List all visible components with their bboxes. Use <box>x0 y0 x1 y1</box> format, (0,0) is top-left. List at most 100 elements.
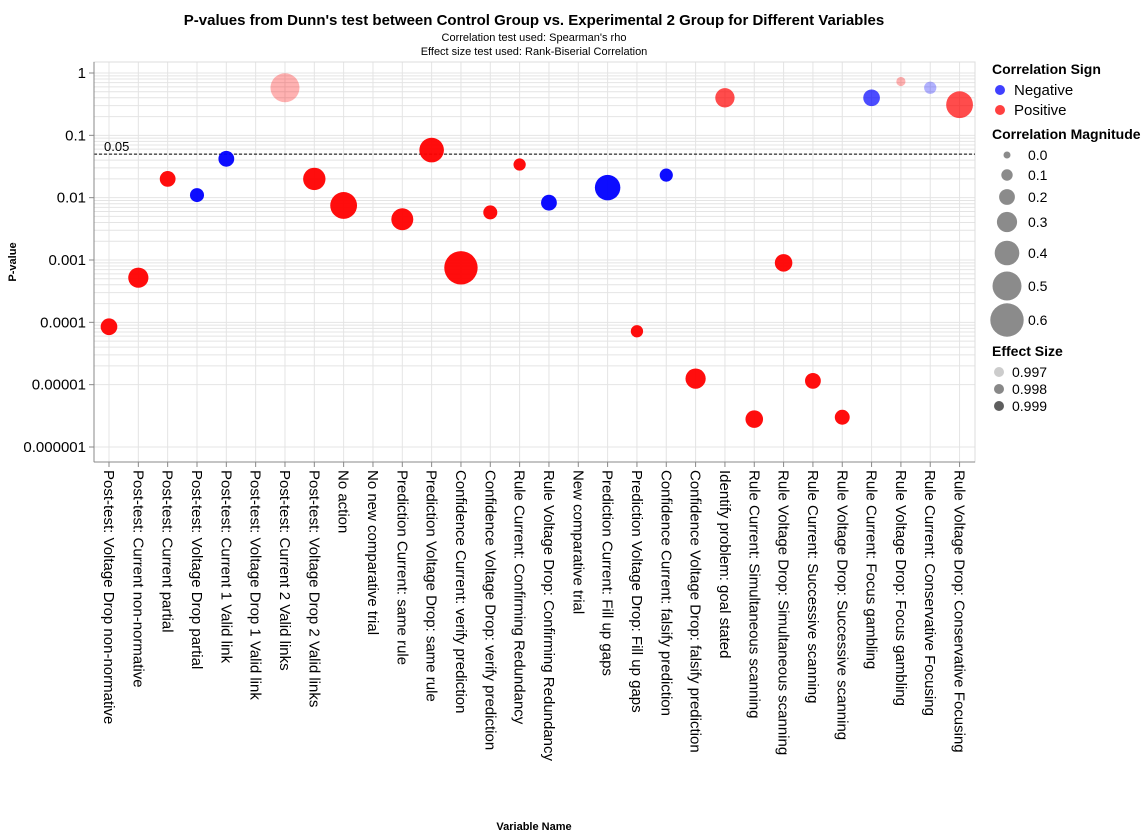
legend-magnitude-swatch <box>992 271 1022 301</box>
chart-subtitle-2: Effect size test used: Rank-Biserial Cor… <box>421 46 648 58</box>
x-tick-label: Rule Current: Confirming Redundancy <box>511 470 528 725</box>
data-point <box>513 158 526 171</box>
legend-magnitude-label: 0.0 <box>1028 147 1048 163</box>
x-tick-label: Prediction Voltage Drop: Fill up gaps <box>628 470 645 713</box>
x-tick-label: Identify problem: goal stated <box>716 470 733 658</box>
x-tick-label: Rule Current: Simultaneous scanning <box>745 470 762 718</box>
data-point <box>128 267 149 288</box>
legend-magnitude-swatch <box>1003 151 1011 159</box>
x-tick-label: Post-test: Voltage Drop 2 Valid links <box>305 470 322 707</box>
x-tick-label: Rule Voltage Drop: Simultaneous scanning <box>775 470 792 755</box>
data-point <box>218 150 235 167</box>
legend-effect-swatch <box>994 367 1004 377</box>
x-tick-label: Confidence Current: verify prediction <box>452 470 469 713</box>
data-point <box>630 325 644 338</box>
legend: Correlation Sign Negative Positive Correl… <box>990 61 1141 414</box>
data-point <box>946 91 973 119</box>
data-point <box>483 205 498 220</box>
legend-magnitude-entries: 0.0 0.1 0.2 0.3 0.4 0.5 0.6 <box>990 147 1048 337</box>
data-point <box>159 171 176 187</box>
y-tick-label: 0.01 <box>57 190 86 207</box>
data-point <box>444 251 478 285</box>
legend-magnitude-title: Correlation Magnitude <box>992 126 1141 142</box>
x-tick-label: Post-test: Voltage Drop non-normative <box>100 470 117 724</box>
legend-magnitude-label: 0.1 <box>1028 167 1048 183</box>
x-tick-label: Prediction Voltage Drop: same rule <box>423 470 440 702</box>
legend-sign-swatch <box>995 85 1005 95</box>
legend-sign-label: Positive <box>1014 102 1067 119</box>
y-tick-label: 0.1 <box>65 127 86 144</box>
x-tick-label: Confidence Current: falsify prediction <box>657 470 674 716</box>
chart-title: P-values from Dunn's test between Contro… <box>184 12 884 29</box>
x-tick-label: Post-test: Voltage Drop 1 Valid link <box>247 470 264 700</box>
x-tick-label: Post-test: Current 1 Valid link <box>217 470 234 664</box>
legend-magnitude-swatch <box>1001 169 1013 181</box>
y-tick-label: 0.000001 <box>23 439 86 456</box>
legend-effect-title: Effect Size <box>992 343 1063 359</box>
x-tick-label: Rule Current: Focus gambling <box>863 470 880 669</box>
x-tick-label: Prediction Current: Fill up gaps <box>599 470 616 676</box>
y-tick-label: 0.001 <box>48 252 86 269</box>
data-point <box>270 73 300 103</box>
data-point <box>330 192 358 219</box>
legend-sign-title: Correlation Sign <box>992 61 1101 77</box>
legend-sign-entries: Negative Positive <box>995 82 1073 119</box>
legend-magnitude-label: 0.3 <box>1028 214 1048 230</box>
x-tick-label: Confidence Voltage Drop: falsify predict… <box>687 470 704 753</box>
x-tick-label: Post-test: Current 2 Valid links <box>276 470 293 671</box>
x-tick-label: Rule Voltage Drop: Focus gambling <box>892 470 909 706</box>
data-point <box>100 318 118 336</box>
threshold-group: 0.05 <box>94 139 975 155</box>
legend-effect-swatch <box>994 401 1004 411</box>
x-axis-title: Variable Name <box>496 821 571 833</box>
data-point <box>715 88 735 108</box>
data-point <box>303 167 326 191</box>
data-point <box>863 89 880 107</box>
data-point <box>419 137 444 163</box>
legend-magnitude-label: 0.4 <box>1028 245 1048 261</box>
data-point <box>659 168 673 182</box>
legend-sign-swatch <box>995 105 1005 115</box>
legend-magnitude-swatch <box>996 211 1018 233</box>
threshold-label: 0.05 <box>104 139 129 154</box>
legend-magnitude-swatch <box>999 189 1015 205</box>
data-point <box>774 254 793 272</box>
x-tick-label: Post-test: Current non-normative <box>129 470 146 688</box>
data-point <box>594 174 621 201</box>
data-point <box>805 372 821 389</box>
x-tick-label: New comparative trial <box>569 470 586 614</box>
x-tick-label: No new comparative trial <box>364 470 381 635</box>
data-point <box>541 194 557 211</box>
x-tick-label: Post-test: Current partial <box>159 470 176 633</box>
legend-effect-label: 0.999 <box>1012 398 1047 414</box>
data-point <box>924 81 937 94</box>
y-axis-title: P-value <box>7 242 19 281</box>
points-layer <box>100 73 973 428</box>
legend-magnitude-label: 0.6 <box>1028 312 1048 328</box>
legend-magnitude-label: 0.2 <box>1028 189 1048 205</box>
legend-effect-swatch <box>994 384 1004 394</box>
x-axis-ticks: Post-test: Voltage Drop non-normative Pos… <box>100 462 968 761</box>
x-tick-label: Rule Current: Successive scanning <box>804 470 821 703</box>
data-point <box>391 208 414 231</box>
x-tick-label: Post-test: Voltage Drop partial <box>188 470 205 669</box>
x-tick-label: Rule Current: Conservative Focusing <box>921 470 938 716</box>
grid-lines <box>94 62 975 462</box>
legend-magnitude-swatch <box>994 240 1020 266</box>
x-tick-label: No action <box>335 470 352 533</box>
data-point <box>745 410 764 428</box>
y-tick-label: 0.0001 <box>40 314 86 331</box>
x-tick-label: Confidence Voltage Drop: verify predicti… <box>481 470 498 750</box>
x-tick-label: Rule Voltage Drop: Conservative Focusing <box>951 470 968 753</box>
legend-magnitude-swatch <box>990 303 1024 337</box>
x-tick-label: Rule Voltage Drop: Confirming Redundancy <box>540 470 557 761</box>
data-point <box>189 188 205 203</box>
legend-effect-label: 0.998 <box>1012 381 1047 397</box>
data-point <box>834 409 850 425</box>
chart-subtitle-1: Correlation test used: Spearman's rho <box>442 32 627 44</box>
legend-magnitude-label: 0.5 <box>1028 278 1048 294</box>
data-point <box>685 368 706 389</box>
legend-sign-label: Negative <box>1014 82 1073 99</box>
x-tick-label: Prediction Current: same rule <box>393 470 410 665</box>
